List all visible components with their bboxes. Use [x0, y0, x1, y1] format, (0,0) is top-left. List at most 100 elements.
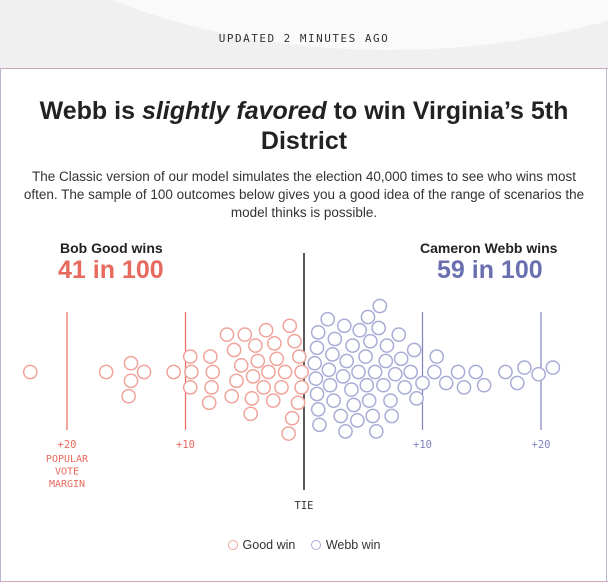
good-outcome-dot [233, 358, 249, 373]
good-outcome-dot [282, 318, 298, 334]
good-outcome-dot [277, 364, 293, 380]
webb-outcome-dot [387, 366, 403, 382]
headline-emphasis: slightly favored [141, 97, 327, 125]
good-outcome-dot [182, 349, 198, 364]
good-outcome-dot [182, 380, 198, 395]
good-label: Bob Good wins [60, 240, 163, 256]
webb-outcome-dot [309, 340, 325, 356]
webb-outcome-dot [429, 349, 445, 364]
legend-good-label: Good win [242, 538, 296, 552]
webb-outcome-dot [371, 320, 387, 336]
webb-outcome-dot [326, 393, 341, 408]
good-outcome-dot [201, 395, 217, 411]
good-outcome-dot [226, 342, 242, 358]
description: The Classic version of our model simulat… [23, 169, 585, 220]
good-outcome-dot [258, 322, 274, 338]
good-outcome-dot [291, 349, 307, 364]
good-outcome-dot [123, 355, 139, 371]
good-outcome-dot [22, 364, 38, 380]
webb-outcome-dot [321, 362, 337, 378]
webb-outcome-dot [310, 325, 326, 340]
axis-caption-line: VOTE [55, 467, 79, 478]
good-outcome-dot [244, 391, 260, 406]
webb-outcome-dot [517, 360, 532, 375]
legend: Good win Webb win [0, 538, 608, 552]
good-outcome-dot [184, 364, 199, 380]
good-outcome-dot [224, 388, 240, 404]
webb-outcome-dot [312, 417, 327, 433]
webb-outcome-dot [545, 360, 561, 375]
webb-outcome-dot [352, 322, 368, 338]
webb-swatch-icon [310, 540, 321, 550]
webb-outcome-dot [384, 408, 400, 424]
webb-outcome-dot [359, 377, 375, 393]
good-outcome-dot [204, 380, 219, 395]
good-outcome-dot [294, 364, 309, 380]
webb-outcome-dot [406, 342, 422, 358]
webb-outcome-dot [383, 393, 398, 408]
webb-outcome-dot [339, 353, 355, 369]
webb-outcome-dot [361, 393, 377, 408]
good-outcome-dot [229, 373, 244, 389]
webb-outcome-dot [363, 333, 378, 349]
good-outcome-dot [121, 388, 136, 404]
good-outcome-dot [250, 353, 266, 369]
webb-outcome-dot [531, 366, 546, 382]
webb-outcome-dot [367, 364, 383, 380]
webb-outcome-dot [336, 318, 352, 334]
webb-outcome-dot [378, 353, 394, 369]
webb-outcome-dot [438, 375, 454, 391]
headline-suffix: to win Virginia’s 5th District [260, 97, 569, 155]
webb-outcome-dot [468, 364, 484, 380]
webb-outcome-dot [333, 408, 349, 424]
webb-outcome-dot [415, 375, 430, 391]
headline: Webb is slightly favored to win Virginia… [10, 96, 598, 156]
webb-outcome-dot [409, 391, 424, 406]
axis-caption-line: MARGIN [49, 479, 85, 490]
webb-outcome-dot [450, 364, 466, 380]
good-outcome-dot [166, 364, 181, 380]
good-outcome-dot [287, 333, 302, 349]
good-outcome-dot [205, 364, 221, 380]
good-outcome-dot [123, 373, 139, 389]
good-outcome-dot [243, 406, 259, 422]
webb-outcome-dot [345, 338, 360, 353]
webb-outcome-dot [322, 377, 338, 393]
good-outcome-dot [248, 338, 263, 353]
webb-outcome-dot [456, 380, 472, 395]
good-outcome-dot [265, 393, 281, 408]
webb-outcome-dot [365, 408, 381, 424]
header-band [0, 0, 608, 68]
headline-prefix: Webb is [39, 97, 142, 125]
legend-webb-label: Webb win [325, 538, 381, 552]
webb-outcome-dot [327, 331, 343, 347]
right-border [606, 68, 607, 581]
webb-outcome-dot [397, 380, 413, 395]
good-outcome-dot [261, 364, 276, 380]
good-outcome-dot [136, 364, 152, 380]
tick-label: +20 [58, 439, 77, 451]
webb-outcome-dot [427, 364, 442, 380]
good-outcome-dot [274, 380, 289, 395]
webb-outcome-dot [379, 338, 395, 353]
tick-label: +10 [413, 439, 432, 451]
good-outcome-dot [256, 380, 272, 395]
good-outcome-dot [245, 369, 261, 384]
webb-outcome-dot [310, 402, 326, 417]
webb-outcome-dot [393, 351, 409, 367]
good-outcome-dot [294, 380, 309, 395]
good-odds: 41 in 100 [58, 256, 164, 284]
webb-outcome-dot [351, 364, 366, 380]
axis-caption-line: POPULAR [46, 454, 89, 465]
good-outcome-dot [269, 351, 285, 367]
webb-outcome-dot [309, 386, 325, 402]
good-swatch-icon [227, 540, 238, 550]
webb-outcome-dot [509, 375, 525, 391]
webb-outcome-dot [391, 327, 407, 342]
webb-outcome-dot [325, 347, 340, 362]
left-border [0, 68, 1, 581]
good-outcome-dot [98, 364, 114, 380]
header-divider [0, 68, 608, 69]
webb-label: Cameron Webb wins [420, 240, 558, 256]
